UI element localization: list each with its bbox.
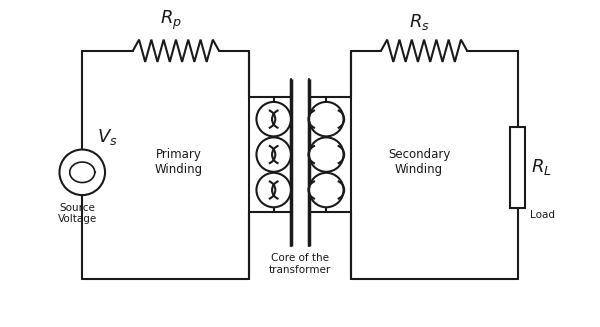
- Circle shape: [59, 149, 105, 195]
- Text: $R_L$: $R_L$: [532, 157, 552, 177]
- Circle shape: [309, 173, 344, 207]
- Circle shape: [256, 137, 291, 172]
- Text: Load: Load: [530, 210, 556, 220]
- Text: $R_s$: $R_s$: [409, 11, 430, 31]
- Text: Secondary
Winding: Secondary Winding: [388, 148, 450, 176]
- Text: Core of the
transformer: Core of the transformer: [269, 253, 331, 275]
- Circle shape: [309, 102, 344, 136]
- Text: Primary
Winding: Primary Winding: [154, 148, 203, 176]
- Text: Source
Voltage: Source Voltage: [58, 203, 97, 224]
- Bar: [510, 127, 526, 208]
- Text: $R_p$: $R_p$: [160, 8, 182, 31]
- Circle shape: [256, 173, 291, 207]
- Circle shape: [309, 137, 344, 172]
- Text: $V_s$: $V_s$: [97, 127, 118, 147]
- Circle shape: [256, 102, 291, 136]
